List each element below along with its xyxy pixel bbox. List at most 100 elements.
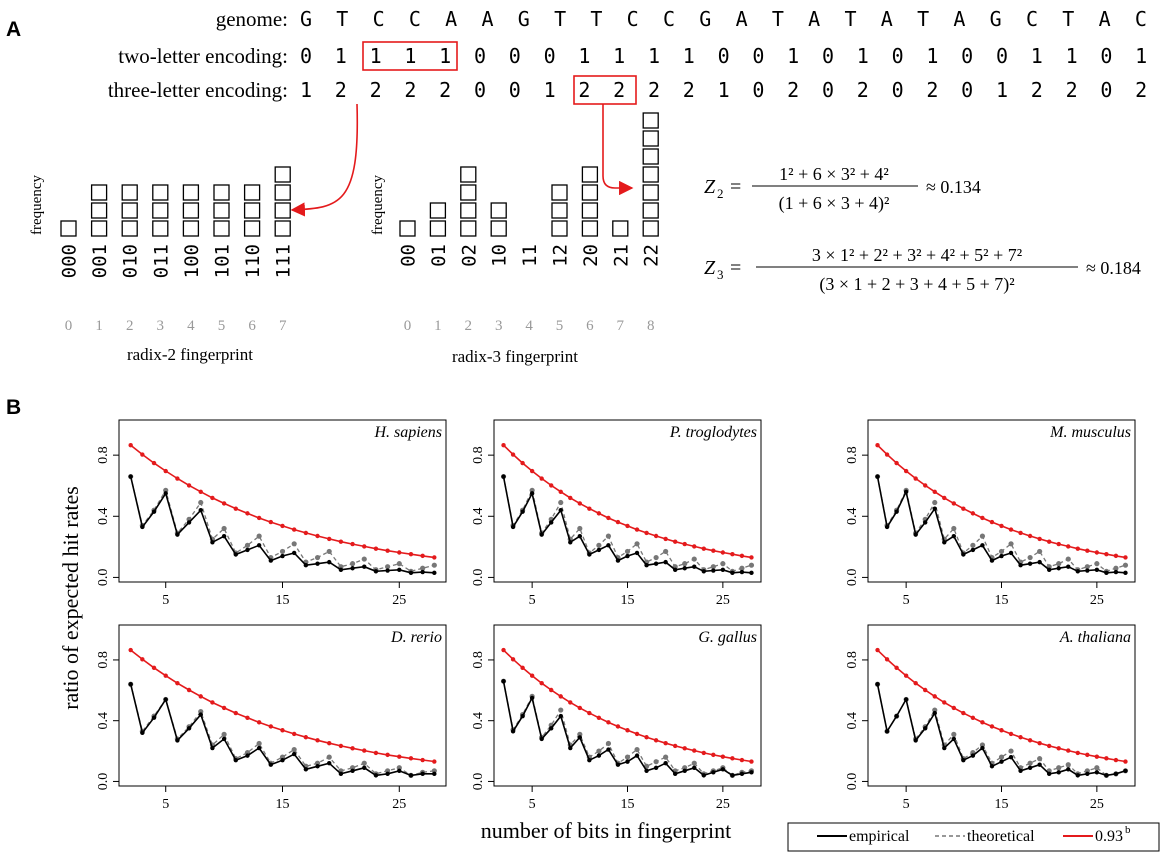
plot-p-troglodytes: 0.0 0.4 0.8 5 15 25 P. troglodytes xyxy=(471,419,762,608)
fit-point xyxy=(327,740,332,746)
fit-point xyxy=(875,443,880,448)
empirical-point xyxy=(739,771,745,777)
empirical-point xyxy=(644,768,649,774)
empirical-point xyxy=(951,736,957,742)
three-letter-char: 2 xyxy=(335,78,347,102)
empirical-point xyxy=(175,738,180,743)
fit-point xyxy=(932,694,937,699)
fit-point xyxy=(606,515,611,521)
fit-point xyxy=(739,757,745,763)
empirical-point xyxy=(1056,770,1061,775)
radix3-frequency-box xyxy=(460,184,477,201)
radix2-code-label: 100 xyxy=(181,244,203,278)
theoretical-point xyxy=(1037,756,1043,762)
empirical-point xyxy=(568,745,573,751)
fit-point xyxy=(1104,551,1109,557)
radix2-frequency-box xyxy=(121,202,138,219)
empirical-point xyxy=(913,738,918,743)
radix2-frequency-box xyxy=(243,184,261,201)
theoretical-point xyxy=(326,754,332,760)
radix2-frequency-box xyxy=(274,202,291,219)
x-tick-label: 5 xyxy=(903,797,910,812)
x-tick-label: 15 xyxy=(276,593,290,608)
empirical-point xyxy=(961,757,966,763)
fit-point xyxy=(303,735,309,740)
z2-numerator: 1² + 6 × 3² + 4² xyxy=(779,164,889,184)
fit-point xyxy=(568,495,573,501)
fit-point xyxy=(913,476,918,481)
radix3-index-label: 7 xyxy=(617,318,625,334)
plot-title: M. musculus xyxy=(1049,424,1131,441)
empirical-point xyxy=(338,567,344,572)
theoretical-point xyxy=(596,748,602,754)
fit-point xyxy=(1037,536,1042,542)
empirical-point xyxy=(520,713,525,719)
legend: empirical theoretical 0.93 b xyxy=(787,822,1160,852)
empirical-point xyxy=(999,553,1004,559)
fit-point xyxy=(221,501,227,506)
empirical-point xyxy=(1018,768,1023,774)
empirical-point xyxy=(568,540,573,545)
empirical-point xyxy=(291,550,297,556)
two-letter-char: 0 xyxy=(544,44,556,68)
fit-point xyxy=(221,705,227,711)
radix2-frequency-box xyxy=(274,220,291,237)
fit-point xyxy=(198,694,203,699)
empirical-point xyxy=(951,533,957,539)
theoretical-point xyxy=(1094,765,1100,771)
legend-empirical-label: empirical xyxy=(849,828,910,845)
empirical-point xyxy=(587,757,592,763)
empirical-point xyxy=(221,533,227,539)
theoretical-point xyxy=(1113,565,1119,571)
empirical-point xyxy=(186,520,192,525)
empirical-point xyxy=(1104,570,1109,576)
empirical-point xyxy=(549,520,554,525)
x-tick-label: 5 xyxy=(529,797,536,812)
fit-point xyxy=(140,452,145,457)
empirical-point xyxy=(720,567,726,572)
fit-point xyxy=(280,728,285,733)
radix2-code-label: 101 xyxy=(212,244,234,278)
empirical-point xyxy=(350,566,355,571)
radix3-frequency-box xyxy=(490,202,507,219)
theoretical-point xyxy=(256,740,262,747)
theoretical-point xyxy=(605,533,612,539)
empirical-point xyxy=(942,745,947,751)
fit-point xyxy=(151,460,157,466)
radix3-frequency-box xyxy=(581,202,599,219)
fit-point xyxy=(420,757,425,763)
radix2-frequency-box xyxy=(182,202,200,219)
empirical-point xyxy=(634,753,640,758)
radix3-index-label: 4 xyxy=(525,318,533,334)
empirical-point xyxy=(1046,771,1052,777)
fit-point xyxy=(539,476,544,481)
legend-fit-exponent: b xyxy=(1125,824,1131,836)
fit-point xyxy=(420,553,425,559)
three-letter-char: 2 xyxy=(787,78,799,102)
empirical-point xyxy=(701,569,706,574)
empirical-point xyxy=(749,570,754,576)
empirical-point xyxy=(587,552,592,557)
radix2-code-label: 011 xyxy=(150,244,172,278)
empirical-point xyxy=(408,570,414,576)
z3-lhs-subscript: 3 xyxy=(717,267,724,282)
empirical-point xyxy=(303,767,309,772)
fit-point xyxy=(175,476,180,481)
fit-point xyxy=(385,752,390,758)
theoretical-point xyxy=(221,731,227,737)
fit-point xyxy=(1075,546,1080,551)
fit-point xyxy=(315,533,320,539)
genome-char: A xyxy=(736,7,748,31)
empirical-point xyxy=(615,558,621,563)
fit-point xyxy=(529,673,535,678)
radix3-frequency-box xyxy=(460,202,477,219)
radix3-frequency-box xyxy=(460,166,477,183)
y-tick-label: 0.0 xyxy=(471,569,486,587)
fit-point xyxy=(315,738,320,743)
y-tick-label: 0.8 xyxy=(845,651,860,669)
empirical-point xyxy=(539,736,544,742)
empirical-point xyxy=(942,540,947,545)
theoretical-point xyxy=(682,561,688,567)
plot-title: A. thaliana xyxy=(1059,629,1131,646)
fit-point xyxy=(338,743,344,749)
